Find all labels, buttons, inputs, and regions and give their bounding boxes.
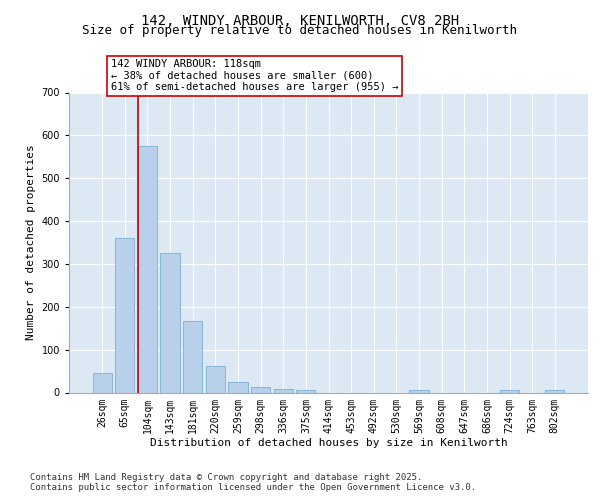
Text: 142 WINDY ARBOUR: 118sqm
← 38% of detached houses are smaller (600)
61% of semi-: 142 WINDY ARBOUR: 118sqm ← 38% of detach… <box>111 60 398 92</box>
Bar <box>545 390 565 392</box>
Text: 142, WINDY ARBOUR, KENILWORTH, CV8 2BH: 142, WINDY ARBOUR, KENILWORTH, CV8 2BH <box>141 14 459 28</box>
Bar <box>115 238 134 392</box>
X-axis label: Distribution of detached houses by size in Kenilworth: Distribution of detached houses by size … <box>149 438 508 448</box>
Bar <box>500 390 519 392</box>
Bar <box>229 382 248 392</box>
Bar <box>251 387 270 392</box>
Bar <box>206 366 225 392</box>
Bar <box>160 253 180 392</box>
Text: Contains HM Land Registry data © Crown copyright and database right 2025.
Contai: Contains HM Land Registry data © Crown c… <box>30 472 476 492</box>
Bar <box>138 146 157 392</box>
Bar <box>409 390 428 392</box>
Bar <box>296 390 316 392</box>
Y-axis label: Number of detached properties: Number of detached properties <box>26 144 36 340</box>
Bar <box>183 320 202 392</box>
Text: Size of property relative to detached houses in Kenilworth: Size of property relative to detached ho… <box>83 24 517 37</box>
Bar <box>274 389 293 392</box>
Bar <box>92 373 112 392</box>
